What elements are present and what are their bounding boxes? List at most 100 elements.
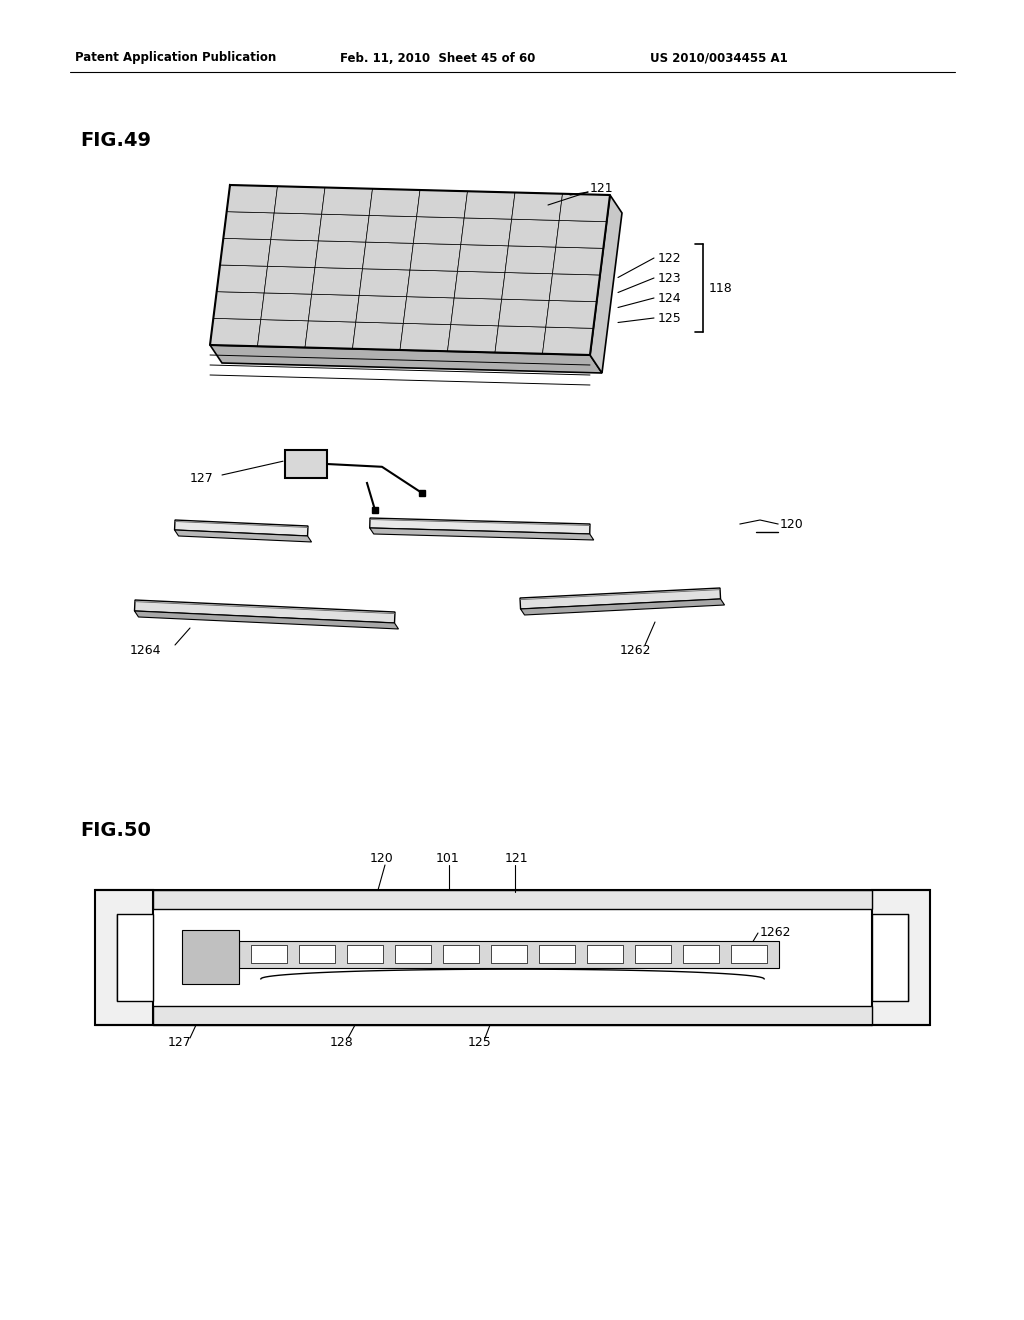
Polygon shape <box>315 240 366 269</box>
Text: 1262: 1262 <box>620 644 651 656</box>
Text: 123: 123 <box>658 272 682 285</box>
Bar <box>347 945 383 962</box>
Polygon shape <box>508 219 559 247</box>
Text: Feb. 11, 2010  Sheet 45 of 60: Feb. 11, 2010 Sheet 45 of 60 <box>340 51 536 65</box>
Polygon shape <box>417 190 468 218</box>
Polygon shape <box>505 246 556 273</box>
Polygon shape <box>549 273 600 302</box>
Polygon shape <box>499 300 549 327</box>
Bar <box>587 945 623 962</box>
Polygon shape <box>210 318 261 346</box>
Polygon shape <box>520 587 721 609</box>
Text: 1262: 1262 <box>760 927 792 940</box>
Polygon shape <box>134 611 398 630</box>
Text: 127: 127 <box>190 471 214 484</box>
Polygon shape <box>414 216 464 244</box>
Polygon shape <box>512 193 562 220</box>
Polygon shape <box>226 185 278 213</box>
Polygon shape <box>520 599 725 615</box>
Text: 124: 124 <box>658 292 682 305</box>
Polygon shape <box>95 890 153 1026</box>
Polygon shape <box>366 215 417 243</box>
Text: US 2010/0034455 A1: US 2010/0034455 A1 <box>650 51 787 65</box>
Polygon shape <box>461 218 512 246</box>
Polygon shape <box>308 294 359 322</box>
Text: 101: 101 <box>436 851 460 865</box>
Polygon shape <box>464 191 515 219</box>
Bar <box>539 945 574 962</box>
Text: 120: 120 <box>780 517 804 531</box>
Polygon shape <box>370 528 594 540</box>
Polygon shape <box>495 326 546 354</box>
Polygon shape <box>270 213 322 240</box>
Polygon shape <box>455 271 505 300</box>
Text: 122: 122 <box>658 252 682 264</box>
Text: Patent Application Publication: Patent Application Publication <box>75 51 276 65</box>
Polygon shape <box>407 271 458 298</box>
Polygon shape <box>872 890 930 1026</box>
Polygon shape <box>261 293 311 321</box>
Polygon shape <box>590 195 622 374</box>
Text: FIG.49: FIG.49 <box>80 131 151 149</box>
Bar <box>251 945 287 962</box>
Text: 118: 118 <box>709 281 733 294</box>
Polygon shape <box>362 242 414 271</box>
Text: 121: 121 <box>505 851 528 865</box>
Polygon shape <box>556 220 606 248</box>
Bar <box>153 1006 872 1026</box>
Polygon shape <box>210 345 602 374</box>
Bar <box>683 945 719 962</box>
Bar <box>490 945 527 962</box>
Polygon shape <box>220 239 270 267</box>
Text: 1264: 1264 <box>130 644 162 656</box>
Polygon shape <box>274 186 325 214</box>
Text: 125: 125 <box>658 312 682 325</box>
Polygon shape <box>257 319 308 347</box>
Polygon shape <box>370 517 590 535</box>
Bar <box>153 890 872 909</box>
Polygon shape <box>117 915 153 1001</box>
Polygon shape <box>134 601 395 623</box>
Text: 120: 120 <box>370 851 394 865</box>
Polygon shape <box>213 292 264 319</box>
Polygon shape <box>311 268 362 296</box>
Polygon shape <box>267 240 318 268</box>
Text: 128: 128 <box>330 1035 353 1048</box>
Polygon shape <box>400 323 451 351</box>
Polygon shape <box>359 269 410 297</box>
Polygon shape <box>355 296 407 323</box>
Polygon shape <box>410 243 461 271</box>
Text: 125: 125 <box>468 1035 492 1048</box>
Bar <box>730 945 767 962</box>
Bar <box>299 945 335 962</box>
Polygon shape <box>217 265 267 293</box>
Polygon shape <box>403 297 455 325</box>
FancyBboxPatch shape <box>285 450 327 478</box>
Bar <box>395 945 431 962</box>
Bar <box>443 945 479 962</box>
Polygon shape <box>322 187 373 215</box>
Bar <box>182 931 240 983</box>
Polygon shape <box>352 322 403 350</box>
Polygon shape <box>370 189 420 216</box>
Polygon shape <box>174 520 308 536</box>
Polygon shape <box>174 531 311 543</box>
Bar <box>240 941 778 968</box>
Text: FIG.50: FIG.50 <box>80 821 151 840</box>
Text: 127: 127 <box>168 1035 191 1048</box>
Polygon shape <box>305 321 355 348</box>
Bar <box>153 909 872 1006</box>
Polygon shape <box>553 247 603 275</box>
Polygon shape <box>318 214 370 242</box>
Polygon shape <box>451 298 502 326</box>
Polygon shape <box>458 244 508 272</box>
Polygon shape <box>559 194 610 222</box>
Text: 121: 121 <box>590 181 613 194</box>
Polygon shape <box>264 267 315 294</box>
Bar <box>635 945 671 962</box>
Polygon shape <box>543 327 593 355</box>
Polygon shape <box>223 211 274 240</box>
Polygon shape <box>502 272 553 301</box>
Polygon shape <box>546 301 597 329</box>
Polygon shape <box>447 325 499 352</box>
